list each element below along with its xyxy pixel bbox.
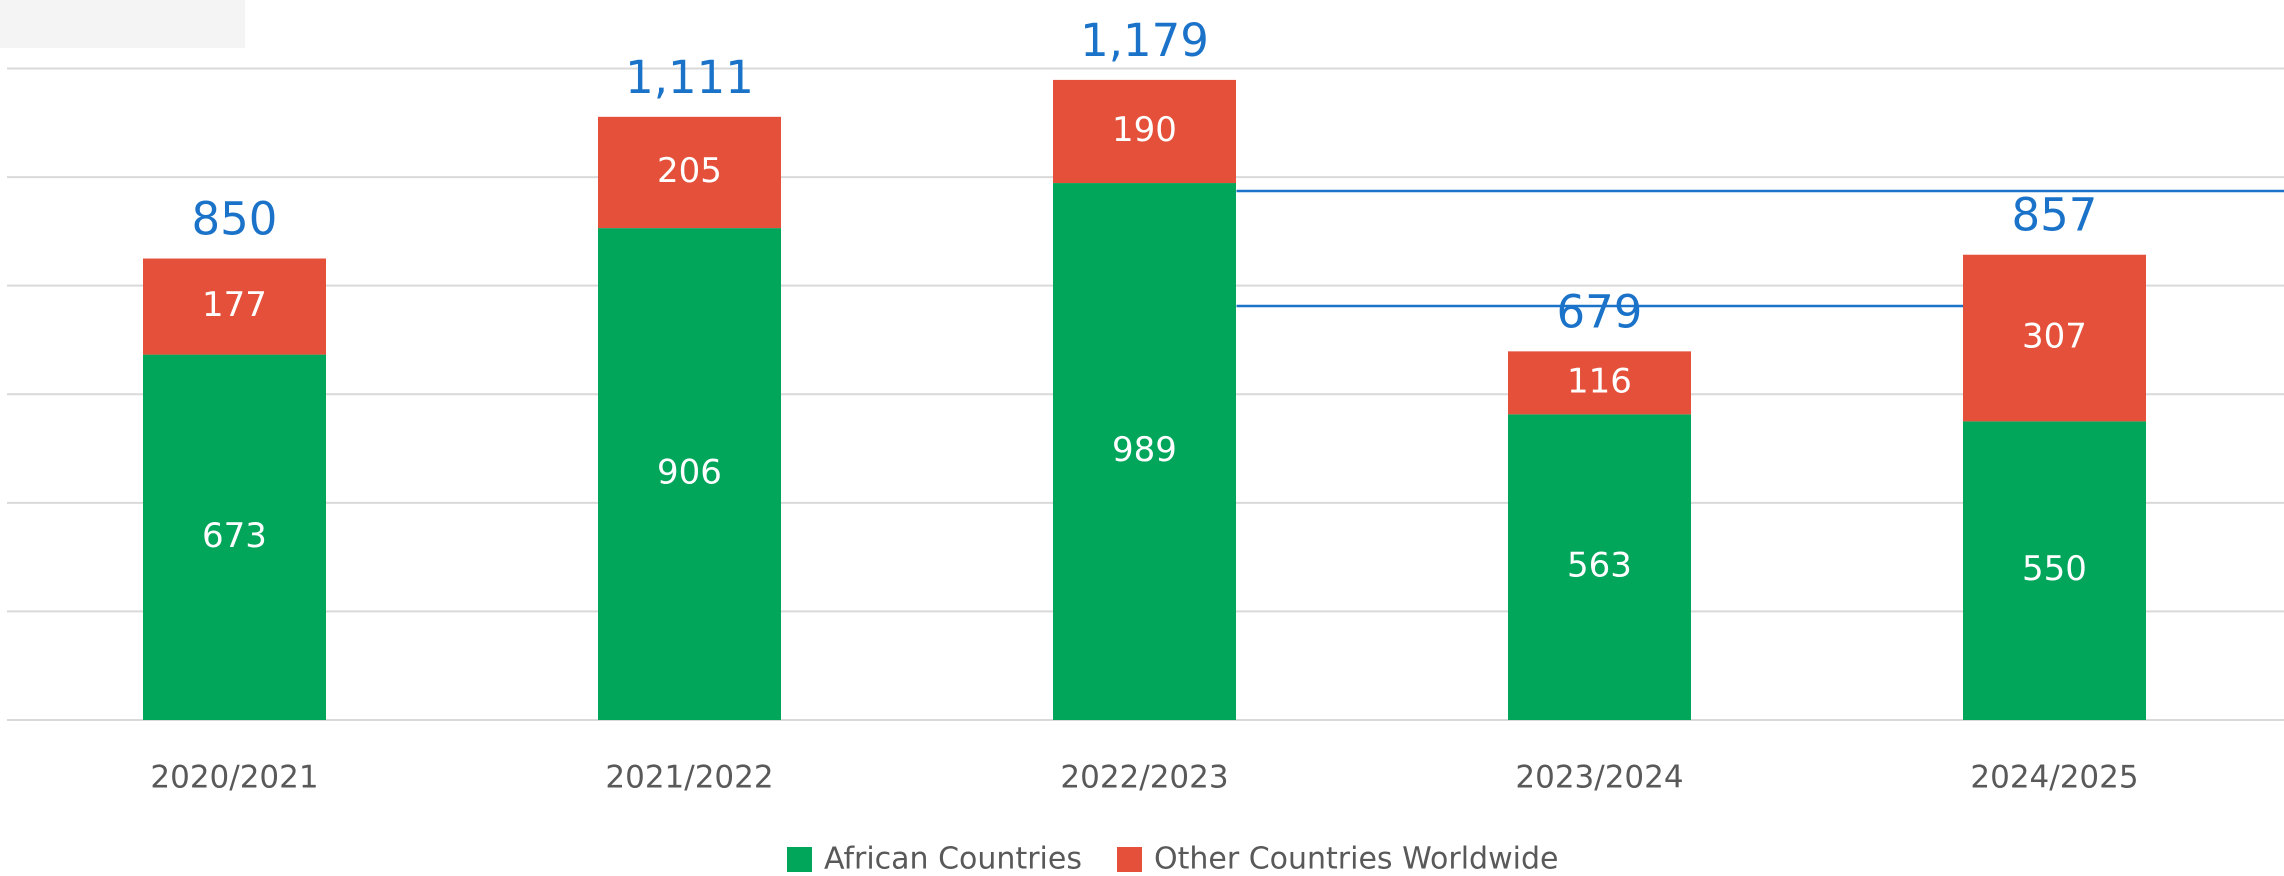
legend-label: African Countries <box>824 842 1082 876</box>
total-label: 679 <box>1557 285 1643 338</box>
bar-segment <box>1963 421 2146 720</box>
x-tick-label: 2024/2025 <box>1970 760 2138 796</box>
total-label: 857 <box>2012 189 2098 242</box>
bar-segment <box>143 354 326 720</box>
bar-segment <box>1053 79 1236 184</box>
bar-segment <box>598 116 781 229</box>
bar-segment <box>143 258 326 355</box>
x-tick-label: 2023/2024 <box>1515 760 1683 796</box>
total-label: 1,111 <box>625 51 754 104</box>
value-label: 190 <box>1112 110 1177 150</box>
value-label: 673 <box>202 516 267 556</box>
legend-swatch <box>1117 847 1142 872</box>
total-label: 1,179 <box>1080 14 1209 67</box>
total-label: 850 <box>192 193 278 246</box>
value-label: 307 <box>2022 317 2087 357</box>
decor <box>0 0 245 48</box>
value-label: 906 <box>657 453 722 493</box>
x-tick-label: 2022/2023 <box>1060 760 1228 796</box>
value-label: 205 <box>657 151 722 191</box>
value-label: 550 <box>2022 549 2087 589</box>
x-tick-label: 2020/2021 <box>150 760 318 796</box>
bar-segment <box>598 228 781 720</box>
value-label: 177 <box>202 285 267 325</box>
value-label: 563 <box>1567 546 1632 586</box>
legend-label: Other Countries Worldwide <box>1154 842 1558 876</box>
bar-segment <box>1508 351 1691 415</box>
value-label: 116 <box>1567 361 1632 401</box>
bar-segment <box>1508 414 1691 720</box>
x-tick-label: 2021/2022 <box>605 760 773 796</box>
bar-segment <box>1963 254 2146 422</box>
value-label: 989 <box>1112 430 1177 470</box>
bar-segment <box>1053 183 1236 720</box>
legend-swatch <box>787 847 812 872</box>
